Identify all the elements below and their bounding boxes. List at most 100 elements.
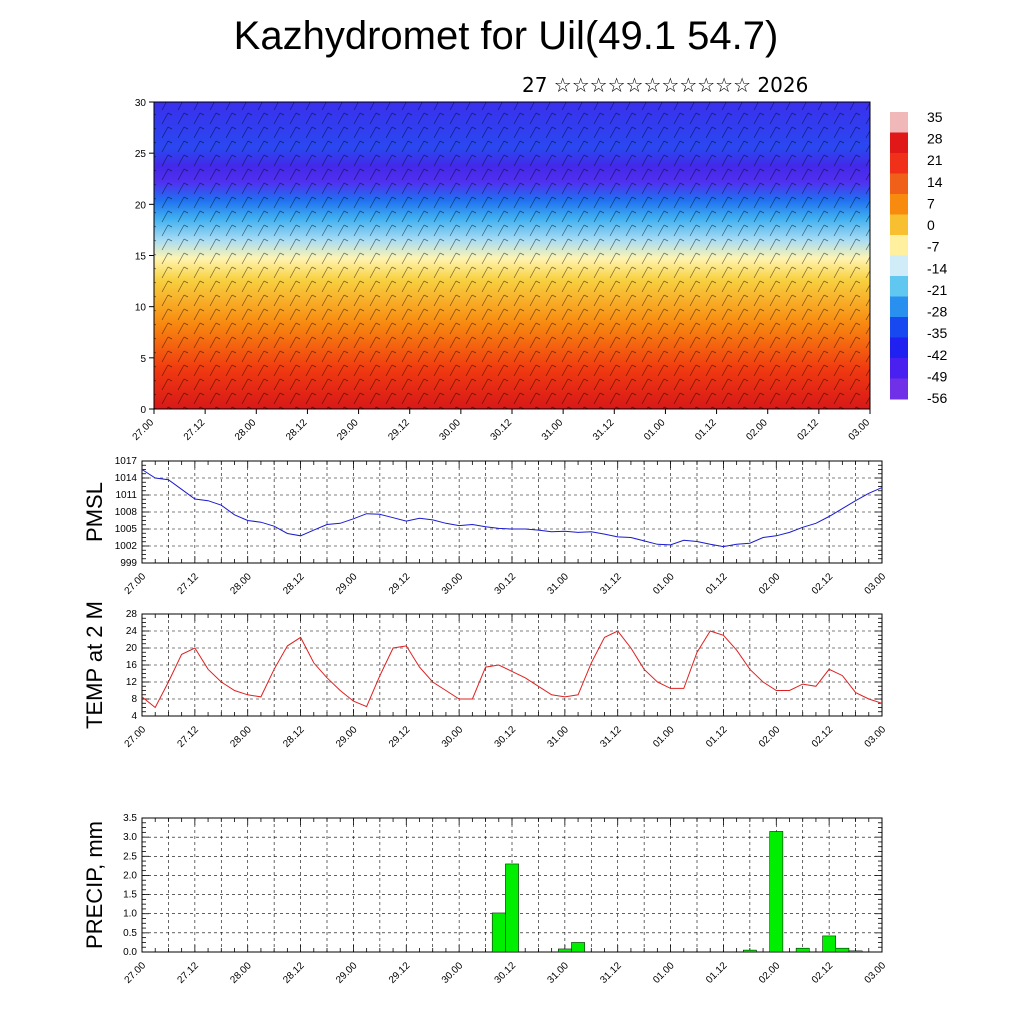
y-tick-label: 999: [120, 558, 137, 569]
x-tick-label: 27.12: [176, 960, 202, 986]
y-tick-label: 1.5: [123, 890, 137, 901]
colorbar-label: -28: [927, 304, 947, 320]
x-tick-label: 30.12: [493, 724, 519, 750]
x-tick-label: 31.00: [540, 417, 566, 443]
y-tick-label: 28: [126, 609, 138, 620]
x-tick-label: 30.00: [440, 960, 466, 986]
x-tick-label: 28.00: [228, 724, 254, 750]
x-tick-label: 28.00: [228, 960, 254, 986]
x-tick-label: 01.00: [651, 571, 677, 597]
temp-panel: 28 24 20 16 12 8 4 27.00 27.12 28.00 28.12 29.00 29.…: [82, 601, 888, 750]
x-tick-label: 29.00: [334, 571, 360, 597]
x-tick-label: 03.00: [847, 417, 873, 443]
x-tick-label: 29.12: [387, 724, 413, 750]
x-tick-label: 31.12: [598, 571, 624, 597]
y-axis-label: PRECIP, mm: [82, 821, 107, 949]
y-tick-label: 30: [135, 98, 147, 109]
x-tick-label: 02.12: [796, 417, 822, 443]
y-tick-label: 1.0: [123, 909, 137, 920]
pmsl-panel: 1017 1014 1011 1008 1005 1002 999 27.00 27.12 28.…: [82, 456, 888, 597]
x-tick-label: 01.12: [704, 960, 730, 986]
colorbar-swatch: [890, 235, 908, 256]
y-tick-label: 15: [135, 252, 147, 263]
heatmap-y-axis: 0 5 10 15 20 25 30: [135, 98, 154, 416]
y-tick-label: 16: [126, 660, 138, 671]
x-tick-label: 30.12: [489, 417, 515, 443]
y-axis-label: PMSL: [82, 482, 107, 542]
x-tick-label: 29.12: [387, 960, 413, 986]
y-tick-label: 8: [131, 694, 137, 705]
x-tick-label: 29.12: [386, 417, 412, 443]
y-tick-label: 4: [131, 711, 137, 722]
y-tick-label: 1014: [115, 473, 138, 484]
y-tick-label: 1011: [115, 490, 137, 501]
precip-bar: [743, 949, 757, 953]
y-tick-label: 0.5: [123, 928, 137, 939]
colorbar-swatch: [890, 214, 908, 236]
precip-bar: [795, 947, 810, 953]
x-tick-label: 31.00: [546, 724, 572, 750]
precip-bar: [822, 935, 836, 953]
precip-bar: [769, 831, 784, 953]
precip-bar: [571, 942, 585, 953]
colorbar-label: -21: [927, 282, 947, 298]
heatmap-panel: 0 5 10 15 20 25 30 27.00 27.12 28.00 28.12 29.00 29…: [131, 98, 873, 443]
x-tick-label: 27.00: [131, 417, 157, 443]
x-tick-label: 29.00: [335, 417, 361, 443]
x-tick-label: 03.00: [863, 960, 889, 986]
x-tick-label: 30.00: [440, 571, 466, 597]
x-tick-label: 28.12: [281, 724, 307, 750]
x-tick-label: 02.00: [757, 571, 783, 597]
x-tick-label: 27.00: [123, 571, 149, 597]
y-tick-label: 1002: [115, 541, 138, 552]
y-tick-label: 25: [135, 149, 147, 160]
x-tick-label: 27.00: [123, 724, 149, 750]
colorbar-label: 14: [927, 174, 943, 190]
chart-title: Kazhydromet for Uil(49.1 54.7): [233, 14, 779, 58]
precip-bar: [491, 912, 506, 953]
x-tick-label: 28.00: [233, 417, 259, 443]
x-tick-label: 28.12: [284, 417, 310, 443]
x-tick-label: 27.00: [123, 960, 149, 986]
colorbar-label: -7: [927, 239, 940, 255]
colorbar-swatch: [890, 337, 908, 359]
colorbar-label: 21: [927, 152, 943, 168]
colorbar-swatch: [890, 173, 908, 195]
x-tick-label: 27.12: [176, 571, 202, 597]
x-tick-label: 28.12: [281, 960, 307, 986]
colorbar-swatch: [890, 194, 908, 215]
x-tick-label: 31.12: [598, 960, 624, 986]
y-tick-label: 2.5: [123, 851, 137, 862]
x-tick-label: 31.00: [546, 960, 572, 986]
precip-bar: [558, 948, 572, 953]
x-tick-label: 02.12: [810, 724, 836, 750]
y-tick-label: 3.0: [123, 832, 137, 843]
x-tick-label: 30.00: [440, 724, 466, 750]
y-tick-label: 0.0: [123, 947, 137, 958]
colorbar-swatch: [890, 317, 908, 338]
x-tick-label: 27.12: [176, 724, 202, 750]
colorbar-label: -35: [927, 325, 947, 341]
x-tick-label: 02.00: [744, 417, 770, 443]
x-tick-label: 31.00: [546, 571, 572, 597]
x-tick-label: 29.00: [334, 724, 360, 750]
precip-bar: [835, 947, 850, 953]
y-tick-label: 20: [135, 200, 147, 211]
colorbar-label: -42: [927, 347, 947, 363]
colorbar-swatch: [890, 296, 908, 318]
y-tick-label: 1008: [115, 507, 138, 518]
colorbar-swatch: [890, 358, 908, 379]
colorbar-label: 7: [927, 195, 935, 211]
y-tick-label: 3.5: [123, 813, 137, 824]
x-tick-label: 02.12: [810, 571, 836, 597]
colorbar-label: 35: [927, 109, 943, 125]
y-tick-label: 12: [126, 677, 138, 688]
x-tick-label: 02.00: [757, 724, 783, 750]
y-tick-label: 1005: [115, 524, 138, 535]
x-tick-label: 31.12: [598, 724, 624, 750]
x-tick-label: 30.00: [438, 417, 464, 443]
colorbar-label: -49: [927, 368, 947, 384]
y-tick-label: 10: [135, 303, 147, 314]
x-tick-label: 01.12: [693, 417, 719, 443]
